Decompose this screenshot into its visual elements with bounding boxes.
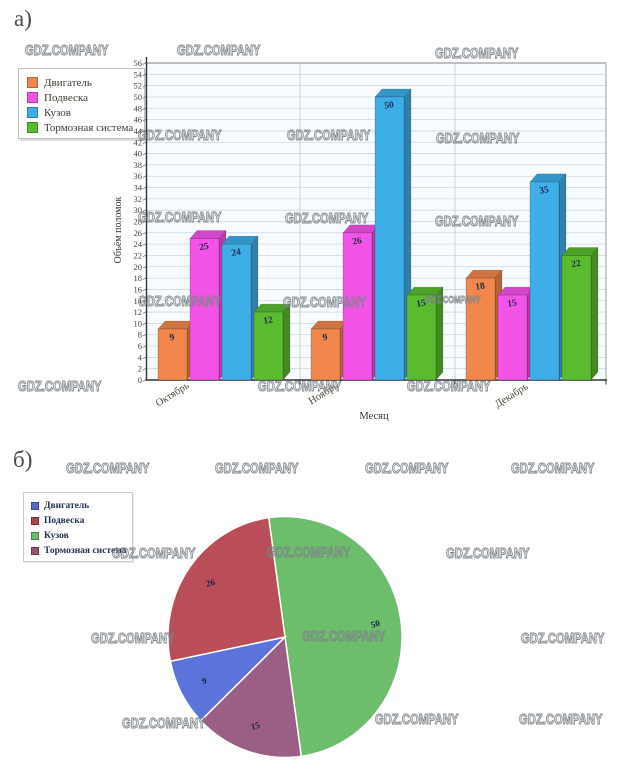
legend-item: Кузов [31,528,132,543]
bar-value-label: 9 [322,333,329,344]
x-category-label: Ноябрь [307,380,341,407]
bar-value-label: 26 [352,236,363,248]
x-axis-title: Месяц [359,411,389,422]
y-tick-label: 40 [134,149,143,159]
bar [157,328,188,381]
legend-swatch [31,531,39,540]
y-tick-label: 20 [134,262,143,272]
section-b-label: б) [13,447,33,472]
y-tick-label: 46 [134,115,143,125]
legend-swatch [27,92,38,103]
pie-slice [167,516,286,663]
legend-label: Кузов [44,530,69,541]
legend-swatch [27,107,38,118]
y-tick-label: 10 [134,318,143,328]
bar-value-label: 15 [507,298,518,310]
y-tick-label: 32 [134,194,143,204]
legend-item: Кузов [27,105,144,120]
legend-item: Двигатель [27,75,144,90]
pie-chart-legend: Двигатель Подвеска Кузов Тормозная систе… [23,492,133,562]
y-tick-label: 16 [134,284,143,294]
legend-item: Подвеска [31,513,132,528]
pie-chart: 50 15 9 26 [167,515,403,759]
y-tick-label: 18 [134,273,143,283]
legend-item: Подвеска [27,90,144,105]
bar [465,277,496,381]
legend-item: Двигатель [31,498,132,513]
bar-chart-legend: Двигатель Подвеска Кузов Тормозная систе… [18,68,145,139]
y-tick-label: 2 [138,364,142,374]
pie-value-label: 9 [201,675,208,686]
bar [561,255,592,381]
bar-value-label: 25 [199,242,210,254]
legend-label: Кузов [44,106,71,119]
legend-label: Подвеска [44,91,88,104]
legend-item: Тормозная система [31,543,132,558]
pie-value-label: 26 [205,577,217,589]
y-tick-label: 8 [138,330,142,340]
pie-slice [267,515,403,758]
legend-item: Тормозная система [27,120,144,135]
bar [189,238,220,381]
y-tick-label: 44 [134,126,143,136]
legend-label: Двигатель [44,76,92,89]
y-tick-label: 6 [138,341,142,351]
legend-label: Тормозная система [44,545,127,556]
y-tick-label: 42 [134,137,143,147]
pie-value-label: 15 [250,720,262,732]
y-tick-label: 34 [134,183,143,193]
section-a-label: а) [14,6,32,31]
legend-swatch [27,77,38,88]
y-tick-label: 48 [134,103,143,113]
y-tick-label: 12 [134,307,143,317]
y-tick-label: 24 [134,239,143,249]
bar-value-label: 9 [169,333,176,344]
legend-swatch [27,122,38,133]
legend-swatch [31,501,39,510]
bar [529,181,560,381]
bar-chart: 0246810121416182022242628303234363840424… [113,57,607,422]
y-tick-label: 36 [134,171,143,181]
y-tick-label: 38 [134,160,143,170]
bar [406,294,437,381]
y-tick-label: 52 [134,81,143,91]
bar [497,294,528,381]
y-tick-label: 22 [134,250,143,260]
y-tick-label: 28 [134,217,143,227]
pie-slice [199,635,303,759]
legend-swatch [31,546,39,555]
bar [310,328,341,381]
bar [253,311,284,381]
x-category-label: Декабрь [493,381,530,410]
y-tick-label: 14 [134,296,143,306]
bar [221,243,252,381]
y-tick-label: 56 [134,58,143,68]
bar-value-label: 22 [571,259,582,271]
y-tick-label: 4 [138,352,143,362]
bar [342,232,373,381]
bar-side-face [590,246,599,381]
bar-value-label: 24 [231,247,242,259]
y-tick-label: 26 [134,228,143,238]
pie-value-label: 50 [370,618,382,630]
y-axis-title: Объём поломок [113,197,124,264]
bar-value-label: 12 [263,315,274,327]
bar-side-face [282,303,291,381]
y-tick-label: 0 [138,375,142,385]
x-category-label: Октябрь [154,380,192,409]
y-tick-label: 30 [134,205,143,215]
bar-value-label: 15 [416,298,427,310]
legend-swatch [31,516,39,525]
bar-side-face [435,286,444,381]
y-tick-label: 50 [134,92,143,102]
legend-label: Тормозная система [44,121,134,134]
bar-value-label: 35 [539,185,550,197]
bar-value-label: 50 [384,100,395,112]
y-tick-label: 54 [134,69,143,79]
bar [374,96,405,381]
legend-label: Двигатель [44,500,90,511]
legend-label: Подвеска [44,515,85,526]
bar-value-label: 18 [475,281,486,293]
